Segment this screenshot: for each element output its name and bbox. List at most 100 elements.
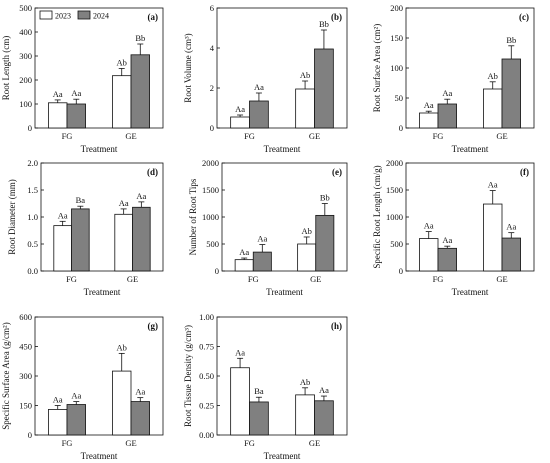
panel-g: 0 150 300 450 600 Aa Aa FG Ab Aa GE Treatment Specif… [1,312,164,461]
panel-g-bar-FG-2023 [48,409,68,436]
panel-f-xtick-label: GE [496,274,507,284]
panel-f-ytick-label: 0 [399,266,403,276]
panel-d-bar-FG-2024 [71,208,90,272]
panel-h-ytick-label: 0.75 [199,342,214,352]
panel-e-sig-label-FG-2024: Aa [257,234,267,244]
panel-b-sig-label-FG-2024: Aa [254,82,264,92]
panel-h-x-axis-title: Treatment [264,451,301,461]
legend-swatch-2023 [39,10,53,20]
panel-c-xtick-label: FG [433,131,444,141]
panel-f: 0 500 1000 1500 2000 Aa Aa FG Aa Aa GE Treatment Spe… [372,158,535,297]
panel-h: 0.00 0.25 0.50 0.75 1.00 Aa Ba FG Ab Aa GE Treatmen… [183,312,348,461]
panel-f-ytick-label: 2000 [386,158,403,168]
panel-c-sig-label-FG-2024: Aa [442,88,452,98]
panel-b-xtick-label: GE [309,131,320,141]
panel-g-sig-label-GE-2024: Aa [135,387,145,397]
panel-h-ytick-label: 0.50 [199,371,214,381]
panel-g-ytick-label: 600 [19,312,32,322]
panel-e-xtick-label: GE [310,274,321,284]
panel-a-ytick-label: 300 [19,51,32,61]
panel-a-sig-label-GE-2024: Bb [135,33,145,43]
panel-c-ytick-label: 100 [390,63,403,73]
panel-a-ytick-label: 100 [19,99,32,109]
panel-b-tag: (b) [331,12,342,22]
panel-c-y-axis-title: Root Surface Area (cm²) [372,24,382,112]
panel-b-bar-GE-2023 [295,88,315,129]
legend-label-2023: 2023 [55,12,71,21]
panel-f-sig-label-GE-2024: Aa [506,222,516,232]
panel-e-x-axis-title: Treatment [266,287,303,297]
panel-h-xtick-label: GE [309,438,320,448]
panel-c-sig-label-GE-2024: Bb [506,35,516,45]
panel-c-bar-FG-2023 [419,112,439,129]
panel-b-ytick-label: 4 [210,43,215,53]
panel-d-ytick-label: 1.0 [27,212,38,222]
panel-e-ytick-label: 500 [206,239,219,249]
panel-c-ytick-label: 50 [395,93,404,103]
panel-a-sig-label-FG-2024: Aa [71,88,81,98]
panel-h-bar-FG-2023 [230,367,250,436]
panel-g-bar-FG-2024 [66,404,86,436]
panel-d-tag: (d) [147,167,158,177]
panel-a-bar-GE-2023 [112,75,132,129]
panel-c: 0 50 100 150 200 Aa Aa FG Ab Bb GE Treatment Root Su… [372,3,535,154]
panel-e-xtick-label: FG [248,274,259,284]
panel-f-bar-GE-2024 [501,237,521,272]
legend: 2023 2024 [39,10,109,21]
panel-g-tag: (g) [148,321,159,331]
panel-e-bar-GE-2023 [297,243,317,272]
panel-d-y-axis-title: Root Diameter (mm) [7,179,17,254]
panel-a-ytick-label: 0 [28,123,32,133]
panel-c-sig-label-GE-2023: Ab [488,71,498,81]
panel-c-ytick-label: 0 [399,123,403,133]
legend-swatch-2024 [77,10,91,20]
panel-c-x-axis-title: Treatment [452,144,489,154]
panel-g-ytick-label: 0 [28,430,32,440]
panel-h-xtick-label: FG [244,438,255,448]
panel-d-ytick-label: 1.5 [27,185,38,195]
panel-g-ytick-label: 300 [19,371,32,381]
panel-g-bar-GE-2024 [130,401,150,436]
panel-c-bar-GE-2024 [501,58,521,129]
panel-h-sig-label-GE-2024: Aa [319,385,329,395]
panel-d-bar-GE-2024 [132,206,151,272]
panel-f-ytick-label: 1500 [386,185,403,195]
panel-e-bar-GE-2024 [315,214,335,272]
panel-d-bar-GE-2023 [114,213,133,272]
panel-a-xtick-label: GE [125,131,136,141]
panel-g-sig-label-FG-2024: Aa [71,391,81,401]
panel-e-ytick-label: 1000 [202,212,219,222]
panel-f-x-axis-title: Treatment [452,287,489,297]
panel-b-ytick-label: 2 [210,83,214,93]
panel-d-ytick-label: 2.0 [27,158,38,168]
panel-c-ytick-label: 200 [390,3,403,13]
panel-c-sig-label-FG-2023: Aa [424,100,434,110]
panel-h-y-axis-title: Root Tissue Density (g/cm³) [183,325,193,427]
panel-g-ytick-label: 150 [19,401,32,411]
panel-b-x-axis-title: Treatment [264,144,301,154]
panel-f-sig-label-FG-2023: Aa [424,221,434,231]
panel-b-ytick-label: 0 [210,123,214,133]
panel-d: 0.0 0.5 1.0 1.5 2.0 Aa Ba FG Aa Aa GE Treatment Root… [7,158,164,297]
panel-h-bar-FG-2024 [249,401,269,436]
panel-b: 0 2 4 6 Aa Aa FG Ab Bb GE Treatment Root Volume (cm… [183,3,348,154]
panel-d-bar-FG-2023 [53,225,72,272]
panel-f-ytick-label: 500 [390,239,403,249]
panel-a-bar-FG-2024 [66,103,86,129]
panel-g-sig-label-FG-2023: Aa [53,395,63,405]
panel-b-bar-GE-2024 [314,48,334,129]
panel-f-sig-label-FG-2024: Aa [442,235,452,245]
panel-e-sig-label-GE-2023: Ab [301,226,311,236]
panel-f-tag: (f) [520,167,529,177]
panel-b-frame [216,7,348,129]
panel-a-ytick-label: 500 [19,3,32,13]
panel-a-sig-label-FG-2023: Aa [53,89,63,99]
panel-c-bar-GE-2023 [483,88,503,129]
panel-d-sig-label-FG-2023: Aa [58,210,68,220]
panel-f-y-axis-title: Specific Root Length (cm/g) [372,165,382,268]
panel-h-bar-GE-2023 [295,394,315,436]
panel-d-sig-label-FG-2024: Ba [76,195,86,205]
panel-d-sig-label-GE-2024: Aa [136,191,146,201]
panel-d-xtick-label: GE [127,274,138,284]
